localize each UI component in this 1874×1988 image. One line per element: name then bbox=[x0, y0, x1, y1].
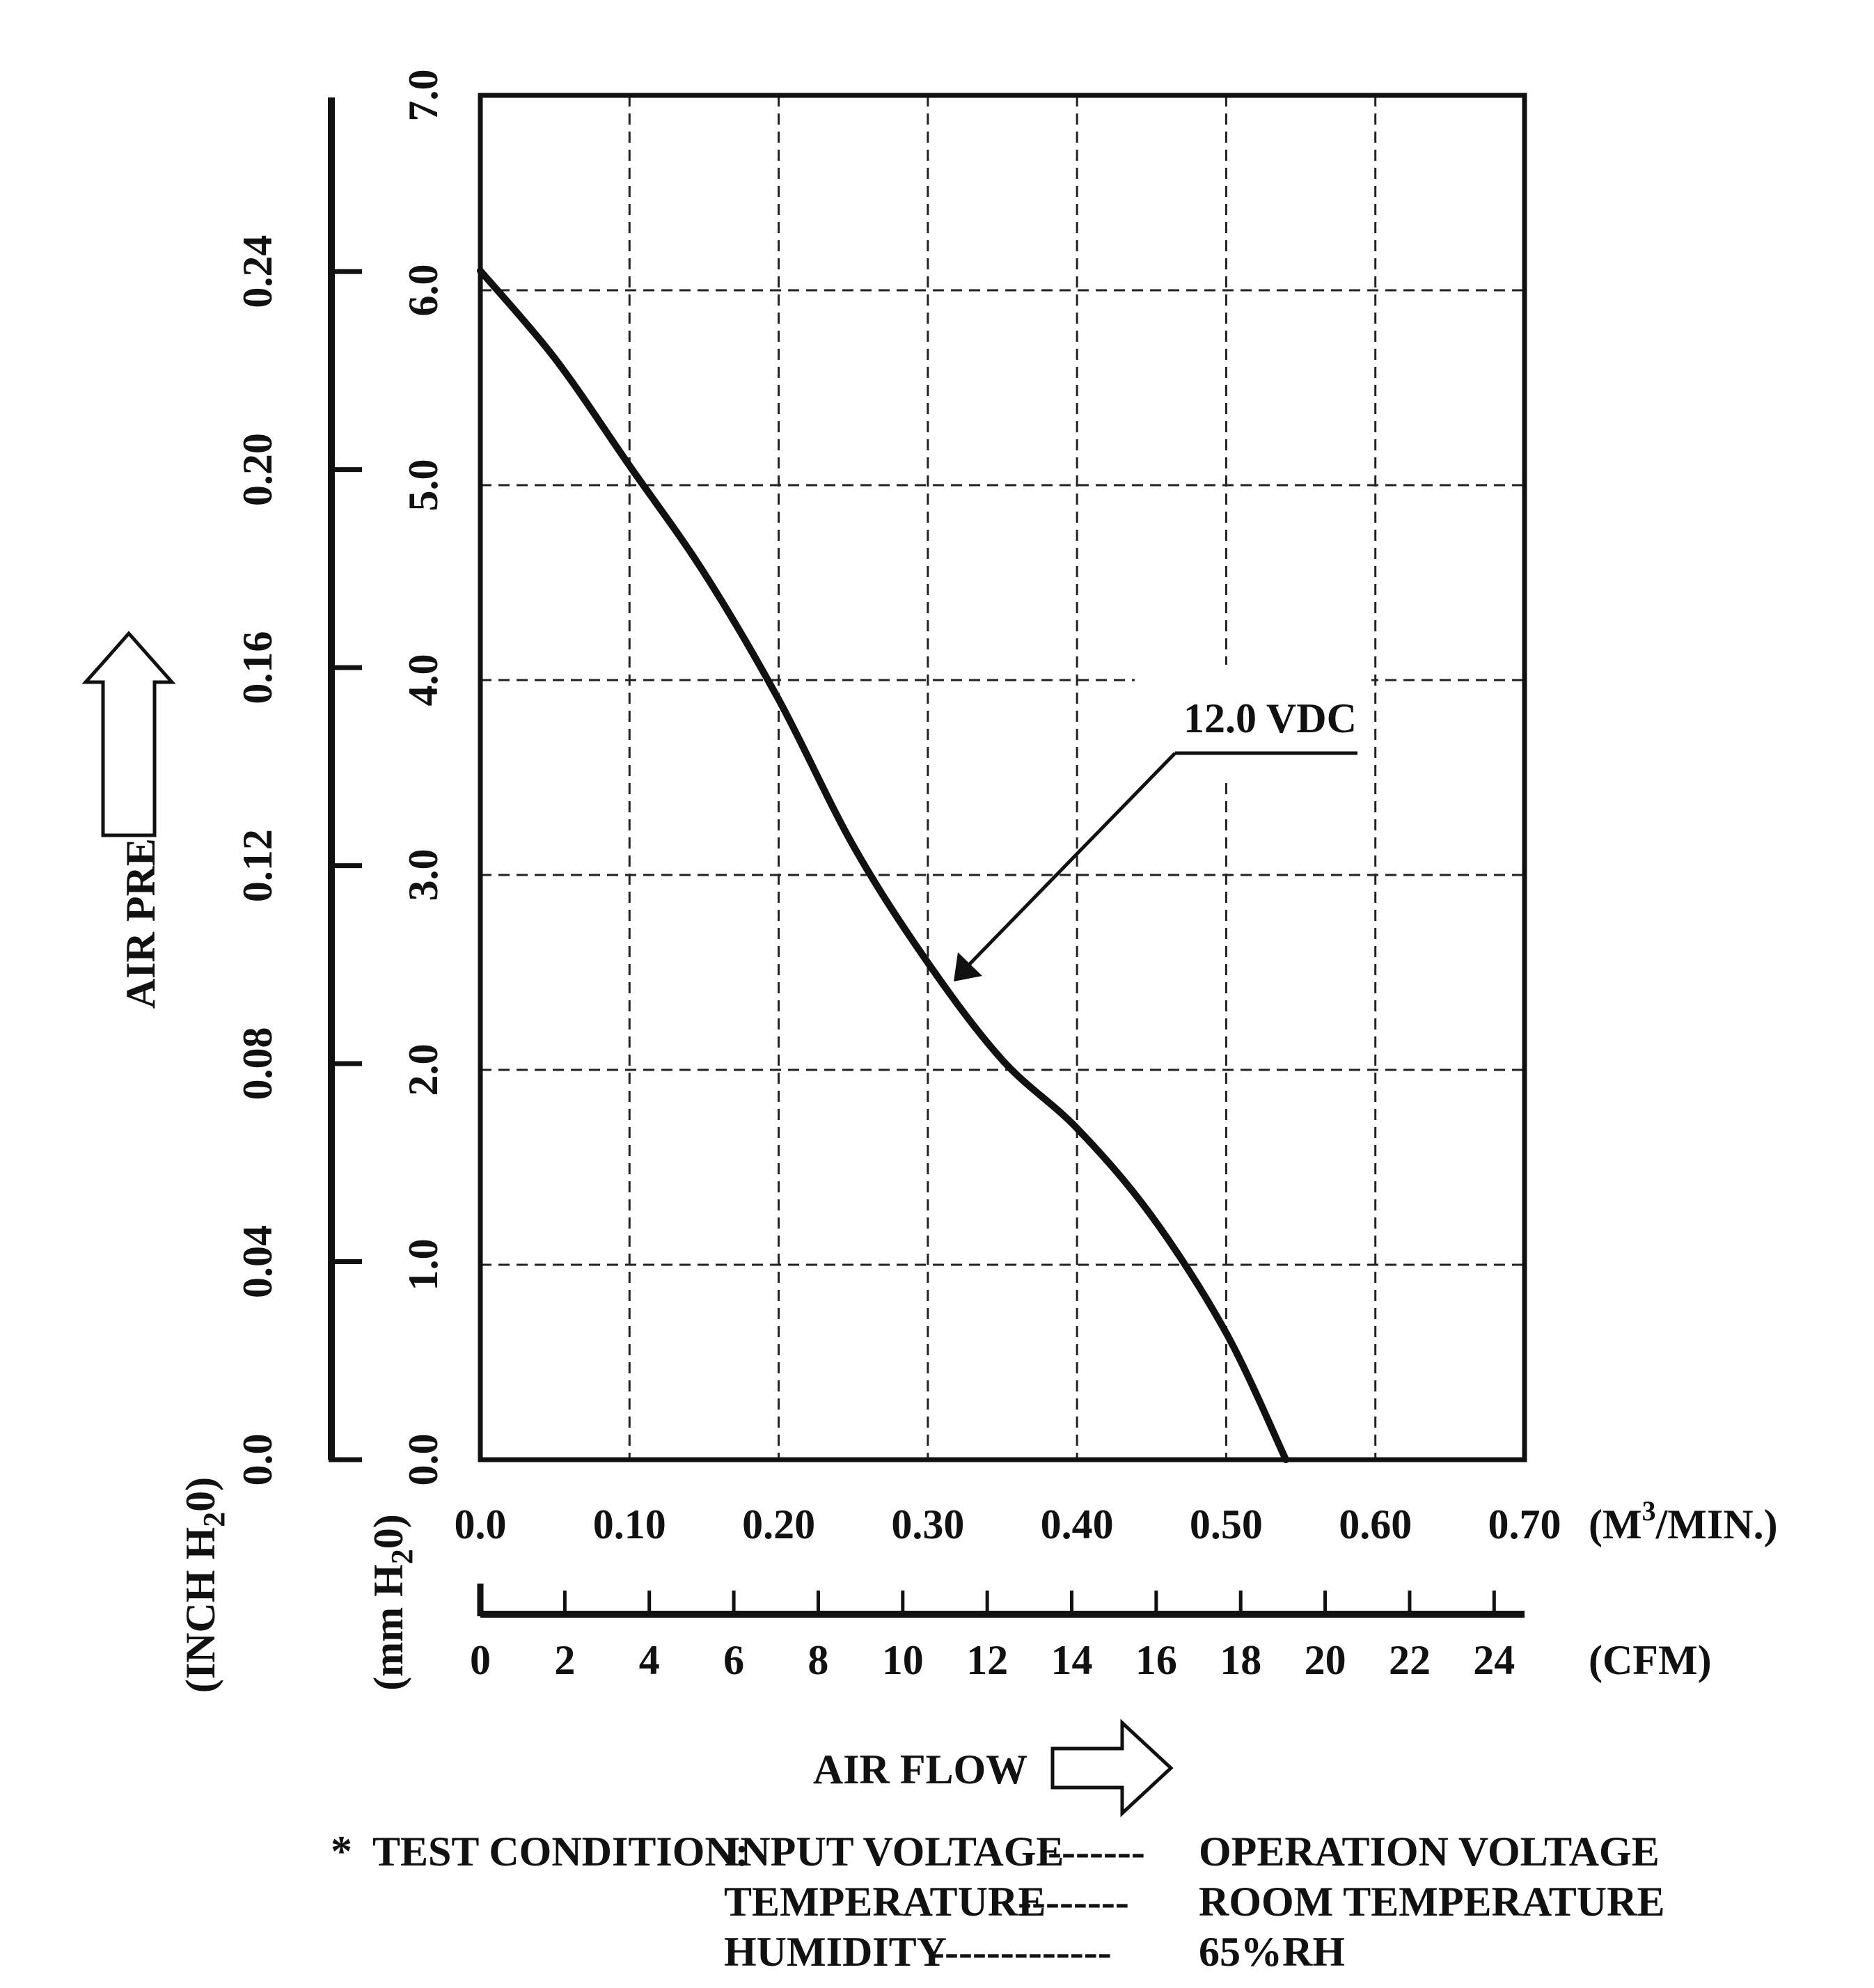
y-primary-tick-label: 0.0 bbox=[400, 1434, 446, 1486]
y-primary-tick-label: 5.0 bbox=[400, 459, 446, 512]
x-primary-tick-label: 0.60 bbox=[1339, 1501, 1412, 1547]
x-secondary-tick-label: 0 bbox=[470, 1637, 491, 1683]
test-condition-bullet: * bbox=[331, 1828, 352, 1875]
tick-labels: 0.0 0.10 0.20 0.30 0.40 0.50 0.60 0.70 0.0 1.0 2.0… bbox=[235, 70, 1561, 1684]
condition-value: OPERATION VOLTAGE bbox=[1199, 1829, 1660, 1875]
annotation-leader bbox=[963, 752, 1176, 971]
x-primary-tick-label: 0.0 bbox=[455, 1501, 507, 1547]
y-primary-tick-label: 2.0 bbox=[400, 1044, 446, 1096]
x-primary-unit: (M3/MIN.) bbox=[1589, 1495, 1778, 1547]
x-secondary-tick-label: 18 bbox=[1220, 1637, 1261, 1683]
x-secondary-tick-label: 20 bbox=[1305, 1637, 1346, 1683]
condition-dashes: ------------- bbox=[931, 1929, 1112, 1975]
y-primary-tick-label: 7.0 bbox=[400, 70, 446, 122]
plot-frame bbox=[478, 93, 1527, 1462]
x-secondary-tick-label: 8 bbox=[808, 1637, 828, 1683]
x-primary-tick-label: 0.40 bbox=[1041, 1501, 1114, 1547]
x-primary-tick-label: 0.70 bbox=[1488, 1501, 1561, 1547]
condition-dashes: -------- bbox=[1018, 1879, 1129, 1925]
air-flow-arrow-icon bbox=[1050, 1719, 1174, 1817]
condition-label: TEMPERATURE bbox=[724, 1879, 1046, 1925]
condition-dashes: ------- bbox=[1048, 1829, 1145, 1875]
y-secondary-tick-label: 0.0 bbox=[235, 1434, 281, 1486]
series-group bbox=[477, 267, 1290, 1463]
y-secondary-tick-label: 0.24 bbox=[235, 235, 281, 308]
x-secondary-unit: (CFM) bbox=[1589, 1637, 1712, 1683]
x-primary-tick-label: 0.20 bbox=[742, 1501, 815, 1547]
y-secondary-tick-label: 0.16 bbox=[235, 631, 281, 704]
series-line bbox=[477, 267, 1290, 1463]
x-secondary-tick-label: 6 bbox=[723, 1637, 744, 1683]
condition-value: 65%RH bbox=[1199, 1929, 1345, 1975]
inch-axis-ticks bbox=[329, 269, 362, 1462]
annotation-label: 12.0 VDC bbox=[1183, 695, 1357, 741]
y-primary-unit: (mm H20) bbox=[365, 1514, 419, 1691]
x-primary-unit-sup: 3 bbox=[1642, 1495, 1656, 1526]
y-secondary-unit-suffix: 0) bbox=[178, 1477, 223, 1512]
x-primary-tick-label: 0.10 bbox=[593, 1501, 666, 1547]
condition-label: HUMIDITY bbox=[724, 1929, 947, 1975]
y-primary-unit-prefix: (mm H bbox=[365, 1564, 411, 1691]
x-secondary-tick-label: 16 bbox=[1135, 1637, 1177, 1683]
y-secondary-unit-prefix: (INCH H bbox=[178, 1527, 223, 1693]
cfm-axis-ticks bbox=[477, 1584, 1496, 1616]
annotation-arrowhead-icon bbox=[954, 952, 982, 981]
y-primary-tick-label: 6.0 bbox=[400, 265, 446, 317]
y-primary-unit-suffix: 0) bbox=[365, 1514, 411, 1549]
y-secondary-tick-label: 0.08 bbox=[235, 1027, 281, 1100]
x-primary-unit-suffix: /MIN.) bbox=[1655, 1501, 1778, 1547]
y-primary-tick-label: 1.0 bbox=[400, 1239, 446, 1291]
annotation-backdrop bbox=[1135, 665, 1371, 783]
x-secondary-tick-label: 22 bbox=[1389, 1637, 1431, 1683]
y-secondary-unit: (INCH H20) bbox=[178, 1477, 231, 1693]
y-primary-tick-label: 3.0 bbox=[400, 849, 446, 901]
x-secondary-tick-label: 12 bbox=[966, 1637, 1008, 1683]
air-pressure-arrow-icon bbox=[81, 631, 176, 837]
x-secondary-tick-label: 24 bbox=[1473, 1637, 1515, 1683]
x-axis-title: AIR FLOW bbox=[813, 1746, 1027, 1792]
y-primary-tick-label: 4.0 bbox=[400, 654, 446, 707]
x-primary-tick-label: 0.30 bbox=[891, 1501, 964, 1547]
x-secondary-tick-label: 14 bbox=[1051, 1637, 1093, 1683]
x-secondary-tick-label: 4 bbox=[639, 1637, 660, 1683]
condition-value: ROOM TEMPERATURE bbox=[1199, 1879, 1664, 1925]
x-secondary-tick-label: 10 bbox=[882, 1637, 924, 1683]
y-secondary-tick-label: 0.12 bbox=[235, 829, 281, 902]
y-secondary-tick-label: 0.04 bbox=[235, 1225, 281, 1298]
y-secondary-unit-sub: 2 bbox=[197, 1512, 231, 1527]
y-secondary-tick-label: 0.20 bbox=[235, 433, 281, 506]
test-condition-heading: TEST CONDITION: bbox=[372, 1829, 749, 1875]
x-secondary-tick-label: 2 bbox=[554, 1637, 575, 1683]
condition-label: INPUT VOLTAGE bbox=[724, 1829, 1064, 1875]
x-primary-tick-label: 0.50 bbox=[1190, 1501, 1263, 1547]
y-primary-unit-sub: 2 bbox=[385, 1549, 419, 1564]
x-primary-unit-prefix: (M bbox=[1589, 1501, 1642, 1547]
